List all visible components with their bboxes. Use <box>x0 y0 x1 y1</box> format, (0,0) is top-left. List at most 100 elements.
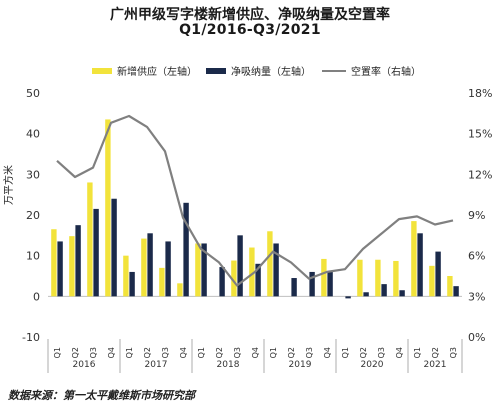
bar-absorption <box>129 271 135 297</box>
bar-absorption <box>219 267 225 297</box>
bar-supply <box>267 231 273 297</box>
bar-supply <box>159 267 165 297</box>
bar-supply <box>195 243 201 297</box>
bar-absorption <box>435 251 441 297</box>
x-tick-label: Q1 <box>125 347 134 358</box>
bar-absorption <box>309 271 315 297</box>
bar-supply <box>231 260 237 297</box>
bar-supply <box>411 221 417 297</box>
y-tick-label-right: 0% <box>468 331 485 344</box>
x-tick-label: Q2 <box>143 347 152 358</box>
legend-item-vacancy: 空置率（右轴） <box>322 63 421 78</box>
bar-supply <box>69 236 75 297</box>
bar-absorption <box>291 278 297 297</box>
x-tick-label: Q1 <box>53 347 62 358</box>
legend-swatch-absorption <box>206 67 226 74</box>
x-tick-label: Q1 <box>341 347 350 358</box>
legend-label-vacancy: 空置率（右轴） <box>351 67 421 78</box>
bar-absorption <box>255 263 261 297</box>
bar-absorption <box>273 243 279 297</box>
x-tick-label: Q2 <box>287 347 296 358</box>
bar-supply <box>393 260 399 297</box>
y-tick-label-right: 18% <box>468 87 492 100</box>
y-tick-label-left: 10 <box>26 250 40 263</box>
x-tick-label: Q2 <box>215 347 224 358</box>
bar-absorption <box>417 233 423 297</box>
bar-absorption <box>237 235 243 297</box>
x-tick-label: Q1 <box>197 347 206 358</box>
legend-item-supply: 新增供应（左轴） <box>92 63 197 78</box>
y-tick-label-left: 40 <box>26 128 40 141</box>
chart-subtitle: Q1/2016-Q3/2021 <box>179 22 321 38</box>
bar-absorption <box>381 284 387 297</box>
legend-swatch-supply <box>92 67 112 74</box>
x-tick-label: Q4 <box>323 347 332 358</box>
y-tick-label-right: 12% <box>468 168 492 181</box>
y-tick-label-left: 0 <box>33 290 40 303</box>
year-label: 2016 <box>73 360 96 370</box>
year-label: 2021 <box>424 360 447 370</box>
y-tick-label-left: 50 <box>26 87 40 100</box>
x-tick-label: Q1 <box>269 347 278 358</box>
year-label: 2017 <box>145 360 168 370</box>
bar-absorption <box>363 292 369 297</box>
x-tick-label: Q3 <box>377 347 386 358</box>
bar-supply <box>141 238 147 297</box>
bar-supply <box>177 283 183 297</box>
bar-absorption <box>453 286 459 297</box>
line-vacancy <box>56 114 454 287</box>
legend-label-absorption: 净吸纳量（左轴） <box>231 67 311 78</box>
bar-supply <box>249 247 255 297</box>
bar-absorption <box>327 271 333 297</box>
legend-item-absorption: 净吸纳量（左轴） <box>206 63 311 78</box>
bar-absorption <box>183 202 189 297</box>
source-note: 数据来源：第一太平戴维斯市场研究部 <box>8 389 195 402</box>
x-tick-label: Q2 <box>71 347 80 358</box>
bar-absorption <box>75 225 81 297</box>
bar-supply <box>105 119 111 297</box>
bar-absorption <box>111 198 117 297</box>
bar-absorption <box>147 233 153 297</box>
bar-absorption <box>93 208 99 297</box>
bar-supply <box>321 258 327 297</box>
x-tick-label: Q3 <box>89 347 98 358</box>
y-tick-label-left: 20 <box>26 209 40 222</box>
x-tick-label: Q3 <box>305 347 314 358</box>
bar-supply <box>429 265 435 297</box>
x-tick-label: Q4 <box>107 347 116 358</box>
x-tick-label: Q3 <box>161 347 170 358</box>
x-tick-label: Q2 <box>431 347 440 358</box>
y-tick-label-left: -10 <box>22 331 40 344</box>
bar-supply <box>357 259 363 297</box>
bar-absorption <box>165 241 171 297</box>
bar-supply <box>123 255 129 297</box>
bar-supply <box>51 229 57 297</box>
y-tick-label-right: 3% <box>468 290 485 303</box>
bar-absorption <box>201 243 207 297</box>
bar-supply <box>375 259 381 297</box>
x-tick-label: Q4 <box>395 347 404 358</box>
x-tick-label: Q4 <box>179 347 188 358</box>
legend-label-supply: 新增供应（左轴） <box>117 67 197 78</box>
chart-title: 广州甲级写字楼新增供应、净吸纳量及空置率 <box>110 7 390 23</box>
y-tick-label-right: 9% <box>468 209 485 222</box>
x-tick-label: Q2 <box>359 347 368 358</box>
bar-supply <box>447 276 453 297</box>
x-tick-label: Q4 <box>251 347 260 358</box>
y-tick-label-right: 6% <box>468 250 485 263</box>
bar-absorption <box>345 296 351 299</box>
bar-absorption <box>57 241 63 297</box>
x-tick-label: Q3 <box>233 347 242 358</box>
year-label: 2020 <box>361 360 384 370</box>
x-tick-label: Q3 <box>449 347 458 358</box>
legend-line-vacancy <box>322 69 346 72</box>
bar-absorption <box>399 290 405 297</box>
x-tick-label: Q1 <box>413 347 422 358</box>
bar-supply <box>87 182 93 297</box>
y-tick-label-right: 15% <box>468 128 492 141</box>
year-label: 2018 <box>217 360 240 370</box>
year-label: 2019 <box>289 360 312 370</box>
y-tick-label-left: 30 <box>26 168 40 181</box>
